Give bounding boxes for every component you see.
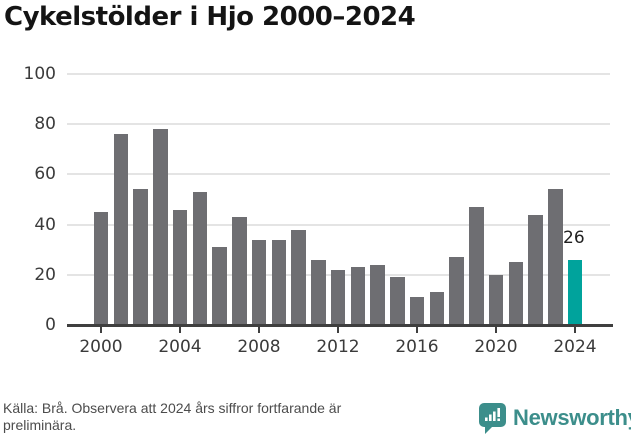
bar-2001 — [113, 134, 128, 325]
bar-2021 — [508, 262, 523, 325]
gridline-60 — [67, 173, 610, 176]
bar-2016 — [409, 297, 425, 325]
newsworthy-logo: Newsworthy — [478, 402, 631, 434]
x-axis-line — [67, 324, 613, 327]
bar-2014 — [370, 264, 385, 325]
x-axis-tick-2024 — [574, 327, 576, 333]
gridline-100 — [67, 73, 610, 75]
x-axis-label-2016: 2016 — [395, 337, 439, 357]
source-note: Källa: Brå. Observera att 2024 års siffr… — [3, 400, 342, 433]
bar-chart: 0 20 40 60 80 100 2000 2004 2008 2012 2016 2020 2024… — [23, 64, 613, 357]
bar-2007 — [232, 217, 247, 325]
bar-2017 — [429, 292, 444, 325]
chart-title: Cykelstölder i Hjo 2000–2024 — [4, 2, 416, 32]
bar-2005 — [192, 191, 207, 325]
bar-2010 — [291, 229, 306, 325]
bar-2011 — [311, 259, 326, 325]
x-axis-tick-2008 — [258, 327, 260, 333]
gridline-40 — [67, 223, 610, 226]
x-axis-label-2020: 2020 — [474, 337, 518, 357]
x-axis-label-2012: 2012 — [316, 337, 360, 357]
bar-2020 — [488, 274, 504, 325]
bar-2018 — [449, 257, 464, 325]
bar-2012 — [330, 269, 346, 325]
speech-bubble-bar-chart-icon — [479, 403, 506, 434]
x-axis-label-2024: 2024 — [553, 337, 597, 357]
bar-2006 — [212, 247, 227, 325]
x-axis-label-2004: 2004 — [158, 337, 202, 357]
x-axis-tick-2012 — [337, 327, 339, 333]
bar-2000 — [93, 212, 109, 325]
y-axis-label-40: 40 — [34, 214, 56, 235]
bar-2019 — [469, 207, 484, 325]
bar-2015 — [390, 277, 405, 325]
bar-2009 — [271, 239, 286, 325]
x-axis-label-2008: 2008 — [237, 337, 281, 357]
x-axis-tick-2016 — [416, 327, 418, 333]
value-label-2024: 26 — [563, 228, 585, 248]
gridline-80 — [67, 123, 610, 126]
bar-2023 — [548, 189, 563, 325]
bar-2004 — [172, 209, 188, 325]
bar-2003 — [153, 129, 168, 325]
bar-2002 — [133, 189, 148, 325]
y-axis-label-80: 80 — [34, 114, 56, 135]
x-axis-tick-2020 — [495, 327, 497, 333]
bar-2022 — [528, 214, 543, 325]
x-axis-tick-2004 — [179, 327, 181, 333]
x-axis-tick-2000 — [100, 327, 102, 333]
x-axis-label-2000: 2000 — [79, 337, 123, 357]
brand-name: Newsworthy — [513, 405, 631, 430]
bar-2013 — [350, 267, 365, 325]
y-axis-label-20: 20 — [34, 264, 56, 285]
bar-2008 — [251, 239, 267, 325]
y-axis-label-60: 60 — [34, 164, 56, 185]
bar-2024 — [567, 259, 583, 325]
y-axis-label-0: 0 — [45, 315, 56, 335]
y-axis-label-100: 100 — [23, 64, 56, 84]
